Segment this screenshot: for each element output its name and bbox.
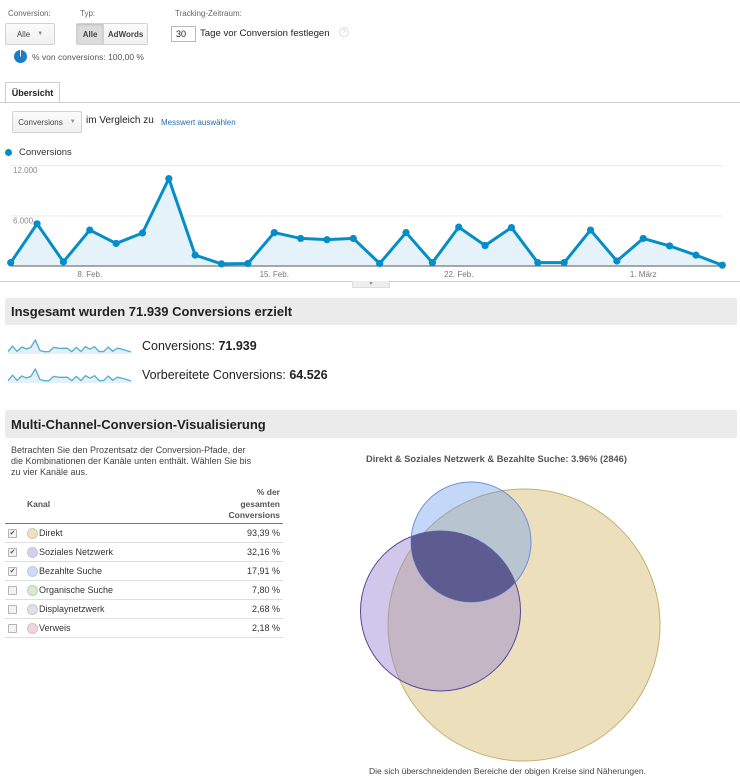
venn-selection-title: Direkt & Soziales Netzwerk & Bezahlte Su… xyxy=(366,454,627,464)
metric-dropdown[interactable]: Conversions ▼ xyxy=(12,111,82,133)
svg-text:22. Feb.: 22. Feb. xyxy=(444,270,473,279)
venn-footnote: Die sich überschneidenden Bereiche der o… xyxy=(369,766,646,776)
metric-conversions: Conversions: 71.939 xyxy=(142,339,257,354)
channel-color-swatch-icon xyxy=(27,547,38,558)
channel-label: Verweis xyxy=(39,623,71,633)
tracking-period-label: Tracking-Zeitraum: xyxy=(175,9,242,18)
channel-row-organische-suche: Organische Suche 7,80 % xyxy=(5,581,283,600)
channel-label: Bezahlte Suche xyxy=(39,566,103,576)
metric-assisted-value: 64.526 xyxy=(289,368,328,382)
channel-checkbox[interactable] xyxy=(8,624,17,633)
chevron-down-icon: ▼ xyxy=(69,119,76,125)
conversion-filter-label: Conversion: xyxy=(8,9,51,18)
chart-collapse-handle[interactable]: ▼ xyxy=(352,281,390,288)
channel-color-swatch-icon xyxy=(27,566,38,577)
chevron-down-icon: ▼ xyxy=(37,31,44,37)
summary-header: Insgesamt wurden 71.939 Conversions erzi… xyxy=(5,298,737,325)
channel-table: Kanal % der gesamten Conversions Direkt … xyxy=(5,486,283,638)
type-filter-label: Typ: xyxy=(80,9,96,18)
tracking-days-suffix: Tage vor Conversion festlegen xyxy=(200,28,330,39)
channel-percent: 2,18 % xyxy=(251,623,280,633)
svg-text:15. Feb.: 15. Feb. xyxy=(260,270,289,279)
channel-venn-diagram[interactable] xyxy=(355,475,665,765)
svg-text:6.000: 6.000 xyxy=(13,216,34,225)
multichannel-header: Multi-Channel-Conversion-Visualisierung xyxy=(5,410,737,438)
channel-label: Direkt xyxy=(39,528,63,538)
tracking-days-input[interactable]: 30 xyxy=(171,26,196,42)
tab-divider xyxy=(0,102,740,103)
channel-table-header: Kanal % der gesamten Conversions xyxy=(5,486,283,524)
type-option-alle[interactable]: Alle xyxy=(77,24,104,44)
channel-checkbox[interactable] xyxy=(8,529,17,538)
metric-conversions-value: 71.939 xyxy=(218,339,257,353)
channel-row-soziales-netzwerk: Soziales Netzwerk 32,16 % xyxy=(5,543,283,562)
metric-dropdown-value: Conversions xyxy=(18,117,63,127)
channel-color-swatch-icon xyxy=(27,585,38,596)
conversion-dropdown-value: Alle xyxy=(16,29,31,39)
channel-percent: 7,80 % xyxy=(251,585,280,595)
channel-color-swatch-icon xyxy=(27,528,38,539)
column-header-channel[interactable]: Kanal xyxy=(27,499,51,509)
tab-uebersicht[interactable]: Übersicht xyxy=(5,82,60,103)
metric-conversions-label: Conversions: xyxy=(142,339,219,353)
pie-share-icon xyxy=(14,50,27,63)
channel-row-verweis: Verweis 2,18 % xyxy=(5,619,283,638)
channel-percent: 93,39 % xyxy=(246,528,280,538)
svg-text:12.000: 12.000 xyxy=(13,166,38,175)
channel-percent: 17,91 % xyxy=(246,566,280,576)
metric-assisted-label: Vorbereitete Conversions: xyxy=(142,368,290,382)
channel-percent: 32,16 % xyxy=(246,547,280,557)
multichannel-description: Betrachten Sie den Prozentsatz der Conve… xyxy=(11,445,252,477)
legend-dot-icon xyxy=(5,149,12,156)
help-icon[interactable]: ? xyxy=(339,27,349,37)
channel-percent: 2,68 % xyxy=(251,604,280,614)
channel-row-bezahlte-suche: Bezahlte Suche 17,91 % xyxy=(5,562,283,581)
assisted-conversions-sparkline xyxy=(7,368,132,383)
conversions-line-chart[interactable]: 6.000 12.000 8. Feb. 15. Feb. 22. Feb. 1. Mär… xyxy=(0,160,740,282)
svg-text:1. März: 1. März xyxy=(630,270,657,279)
select-metric-link[interactable]: Messwert auswählen xyxy=(161,118,236,127)
channel-checkbox[interactable] xyxy=(8,586,17,595)
conversion-share-text: % von conversions: 100,00 % xyxy=(32,52,144,62)
conversions-sparkline xyxy=(7,339,132,354)
channel-row-displaynetzwerk: Displaynetzwerk 2,68 % xyxy=(5,600,283,619)
compare-text: im Vergleich zu xyxy=(86,115,154,126)
column-header-percent[interactable]: % der gesamten Conversions xyxy=(228,487,281,520)
channel-color-swatch-icon xyxy=(27,623,38,634)
chart-legend-label: Conversions xyxy=(19,147,72,158)
channel-color-swatch-icon xyxy=(27,604,38,615)
svg-text:8. Feb.: 8. Feb. xyxy=(77,270,102,279)
channel-label: Soziales Netzwerk xyxy=(39,547,114,557)
type-option-adwords[interactable]: AdWords xyxy=(103,24,147,44)
channel-label: Organische Suche xyxy=(39,585,114,595)
channel-checkbox[interactable] xyxy=(8,605,17,614)
channel-row-direkt: Direkt 93,39 % xyxy=(5,524,283,543)
type-toggle-group: Alle AdWords xyxy=(76,23,148,45)
metric-assisted-conversions: Vorbereitete Conversions: 64.526 xyxy=(142,368,328,383)
channel-checkbox[interactable] xyxy=(8,567,17,576)
channel-label: Displaynetzwerk xyxy=(39,604,105,614)
channel-checkbox[interactable] xyxy=(8,548,17,557)
conversion-dropdown[interactable]: Alle ▼ xyxy=(5,23,55,45)
